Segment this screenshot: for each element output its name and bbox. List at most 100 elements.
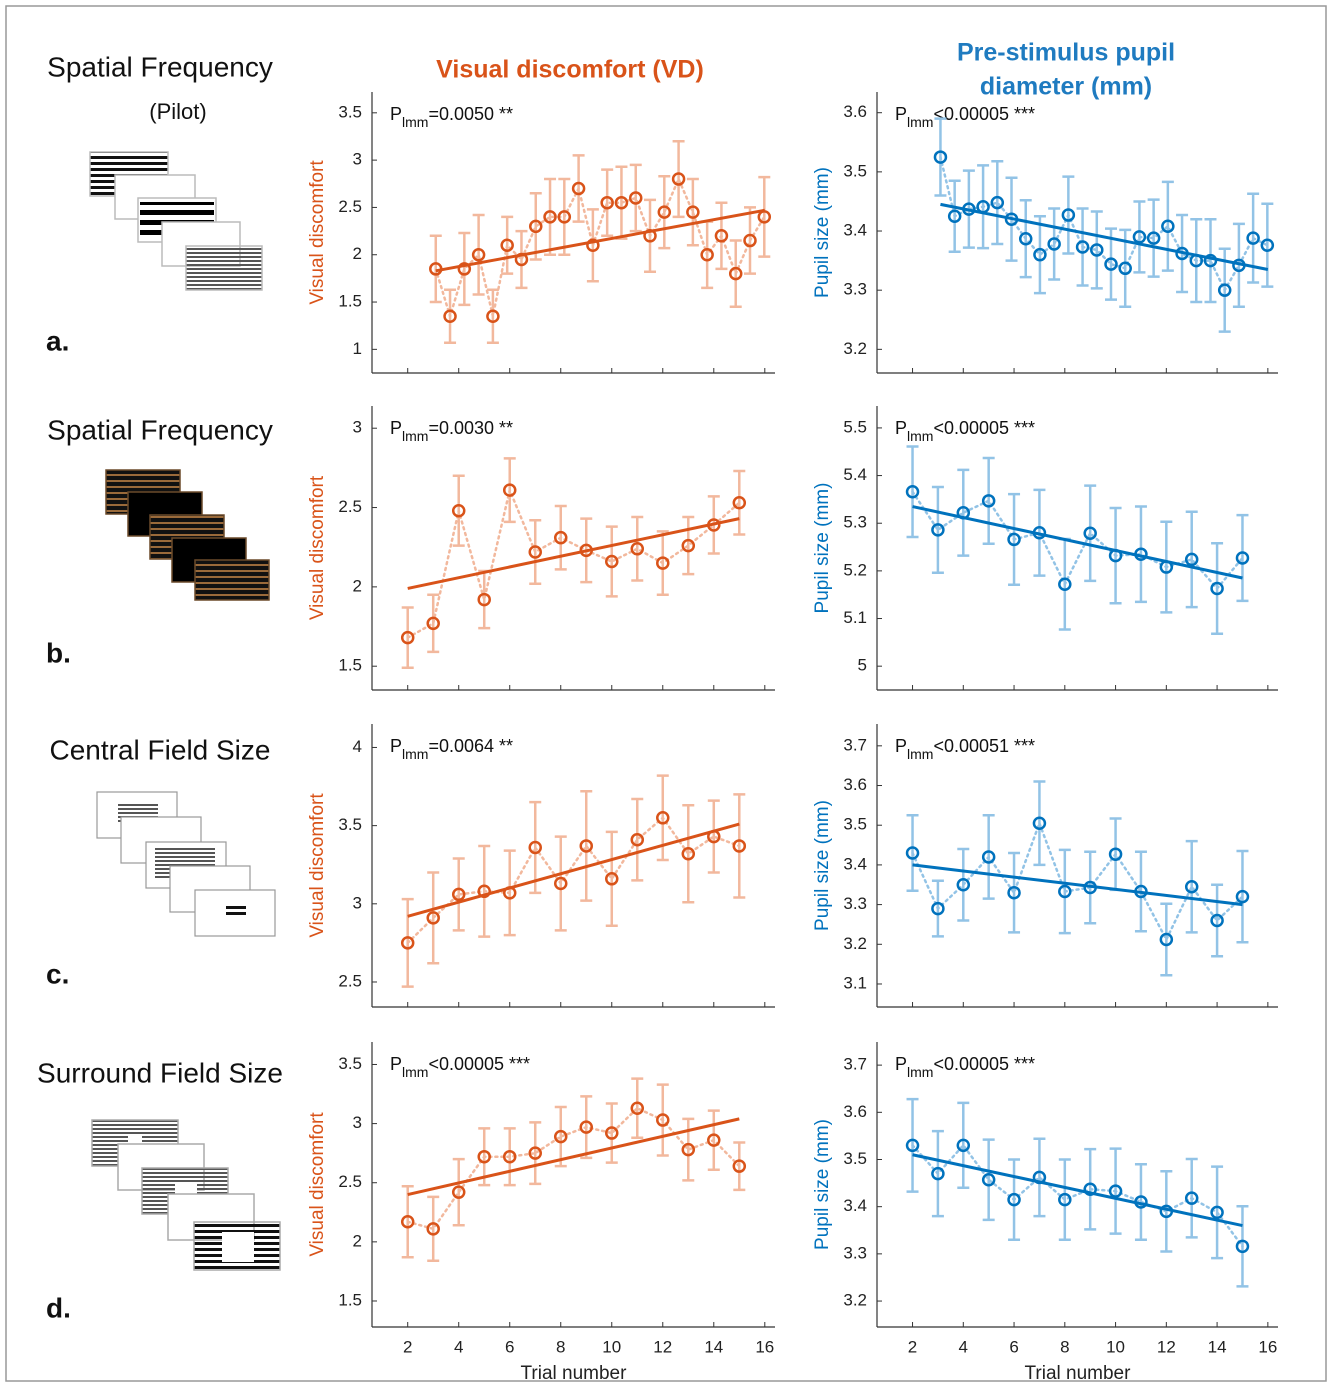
error-bar xyxy=(452,1157,465,1227)
column-header: Visual discomfort (VD) xyxy=(436,56,704,84)
annotation-subscript: lmm xyxy=(907,428,933,444)
error-bar xyxy=(605,525,618,598)
data-point xyxy=(586,238,600,253)
error-bar xyxy=(1048,207,1061,281)
data-point xyxy=(1083,1182,1097,1196)
error-bar xyxy=(957,847,970,922)
connector-line xyxy=(911,1143,1244,1248)
error-bar xyxy=(580,789,593,902)
data-point xyxy=(947,209,962,223)
error-bar xyxy=(1211,541,1224,636)
error-bar xyxy=(1076,207,1089,287)
error-bar xyxy=(1033,214,1046,295)
error-bar xyxy=(733,1141,746,1192)
data-point xyxy=(1108,1184,1123,1198)
error-bar xyxy=(486,288,499,344)
error-bar xyxy=(427,593,440,654)
error-bar xyxy=(1218,247,1231,333)
error-bar xyxy=(478,844,491,938)
fit-line xyxy=(912,863,1243,907)
error-bar xyxy=(982,456,995,545)
data-point xyxy=(1184,552,1199,567)
data-point xyxy=(1118,261,1132,276)
data-point xyxy=(732,496,747,510)
y-tick-label: 3 xyxy=(353,150,362,169)
error-bar xyxy=(707,1109,720,1171)
data-point xyxy=(905,1138,920,1153)
error-bar xyxy=(452,857,465,932)
annotation: Plmm<0.00005 *** xyxy=(895,418,1035,444)
data-point xyxy=(681,847,696,861)
y-tick-label: 3.6 xyxy=(843,775,867,794)
icon-c xyxy=(96,791,276,937)
data-point xyxy=(614,195,629,210)
y-axis-label: Pupil size (mm) xyxy=(812,167,833,298)
error-bar xyxy=(682,804,695,904)
error-bar xyxy=(452,474,465,547)
y-tick-label: 5.3 xyxy=(843,513,867,532)
y-tick-label: 2 xyxy=(353,244,362,263)
y-tick-label: 1.5 xyxy=(338,656,362,675)
data-point xyxy=(905,846,920,860)
data-point xyxy=(1108,548,1123,563)
data-point xyxy=(1047,237,1061,251)
data-point xyxy=(1161,219,1175,234)
error-bar xyxy=(529,191,542,261)
data-point xyxy=(1246,231,1260,245)
annotation-subscript: lmm xyxy=(907,1064,933,1080)
fit-line xyxy=(407,1117,740,1197)
y-axis-label: Pupil size (mm) xyxy=(812,483,833,614)
data-point xyxy=(1032,526,1047,540)
x-tick-label: 16 xyxy=(755,1337,774,1356)
data-point xyxy=(1260,238,1275,252)
figure-border xyxy=(5,5,1327,1382)
data-point xyxy=(643,229,657,243)
annotation: Plmm<0.00051 *** xyxy=(895,736,1035,762)
y-axis-label: Pupil size (mm) xyxy=(812,1119,833,1250)
data-point xyxy=(1235,1239,1250,1254)
error-bar xyxy=(631,515,644,582)
x-tick-label: 4 xyxy=(454,1337,463,1356)
error-bar xyxy=(472,213,485,296)
error-bar xyxy=(1211,883,1224,958)
data-point xyxy=(514,252,529,267)
y-tick-label: 3.4 xyxy=(843,854,867,873)
data-point xyxy=(707,829,721,844)
data-point xyxy=(429,262,443,276)
y-tick-label: 2.5 xyxy=(338,1172,362,1191)
data-point xyxy=(1132,230,1147,244)
error-bar xyxy=(744,206,757,275)
data-point xyxy=(976,200,990,214)
error-bar xyxy=(601,168,614,238)
data-point xyxy=(1134,547,1148,561)
y-tick-label: 3.5 xyxy=(338,102,362,121)
data-point xyxy=(681,538,696,553)
error-bar xyxy=(1033,1137,1046,1218)
data-point xyxy=(500,238,514,253)
annotation-value: =0.0030 ** xyxy=(428,418,513,438)
y-tick-label: 5 xyxy=(858,656,867,675)
error-bar xyxy=(1161,180,1174,272)
data-point xyxy=(1058,1192,1072,1207)
data-point xyxy=(743,233,757,248)
annotation-subscript: lmm xyxy=(402,1064,428,1080)
data-point xyxy=(931,523,945,537)
annotation: Plmm=0.0030 ** xyxy=(390,418,513,444)
error-bar xyxy=(672,139,685,219)
y-tick-label: 3.5 xyxy=(843,815,867,834)
data-point xyxy=(400,936,415,950)
y-tick-label: 5.5 xyxy=(843,417,867,436)
y-tick-label: 1.5 xyxy=(338,292,362,311)
data-point xyxy=(656,556,670,570)
error-bar xyxy=(427,871,440,965)
data-point xyxy=(981,1173,996,1187)
error-bar xyxy=(1236,1204,1249,1288)
annotation-value: =0.0050 ** xyxy=(428,104,513,124)
data-point xyxy=(757,210,772,224)
error-bar xyxy=(501,215,514,275)
error-bar xyxy=(758,175,771,258)
error-bar xyxy=(686,177,699,247)
annotation-p: P xyxy=(390,736,402,756)
error-bar xyxy=(1236,513,1249,603)
y-tick-label: 5.4 xyxy=(843,465,867,484)
